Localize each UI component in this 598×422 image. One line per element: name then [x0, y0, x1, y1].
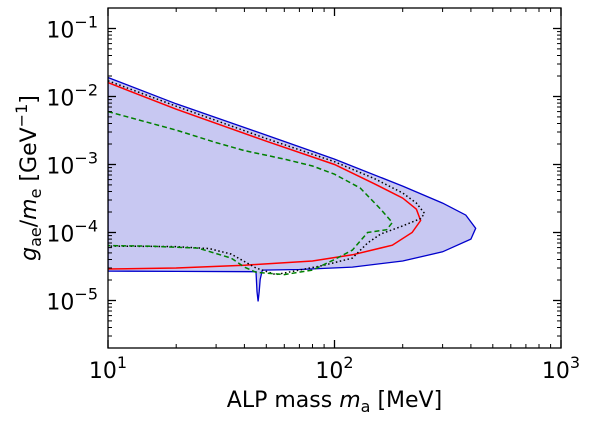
- x-tick-label: 103: [542, 353, 580, 384]
- y-tick-label: 10−3: [46, 149, 98, 180]
- x-tick-label: 102: [315, 353, 353, 384]
- y-tick-label: 10−4: [46, 217, 98, 248]
- x-axis-label: ALP mass ma [MeV]: [227, 388, 442, 416]
- y-axis-label: gae/me [GeV−1]: [12, 95, 45, 261]
- series-layer: [108, 76, 477, 302]
- x-tick-label: 101: [89, 353, 127, 384]
- y-tick-label: 10−5: [46, 285, 98, 316]
- series-dashed-3: [108, 110, 394, 276]
- y-tick-label: 10−1: [46, 13, 98, 44]
- series-solid-1: [108, 81, 422, 270]
- tick-labels: 101 102 103 10−5 10−4 10−3 10−2 10−1: [46, 13, 580, 385]
- plot-frame: [107, 7, 562, 349]
- minor-ticks: [108, 8, 561, 348]
- y-tick-label: 10−2: [46, 81, 98, 112]
- series-filled-region-0: [108, 76, 477, 302]
